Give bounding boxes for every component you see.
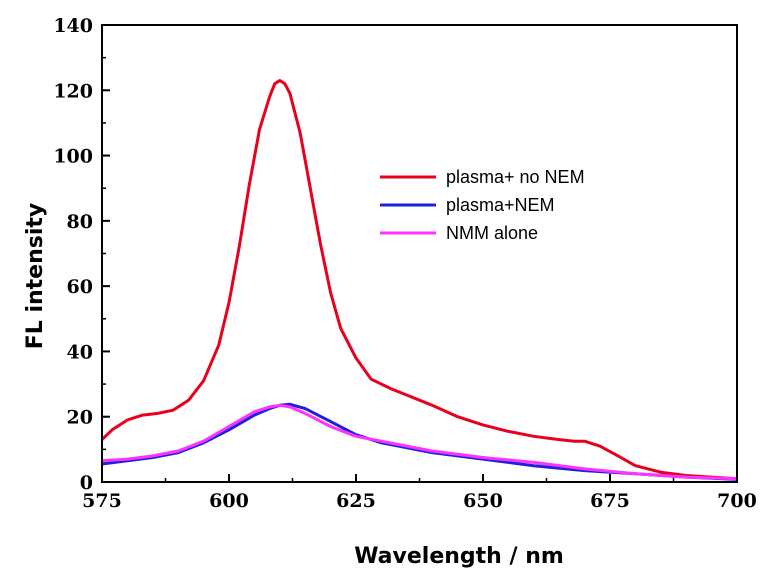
- series-lines: [100, 79, 738, 481]
- series-line-0: [100, 79, 738, 481]
- x-tick-label: 675: [590, 490, 630, 512]
- x-tick-label: 625: [336, 490, 376, 512]
- x-tick-label: 700: [717, 490, 757, 512]
- x-tick-label: 650: [463, 490, 503, 512]
- y-tick-label: 20: [67, 407, 93, 429]
- series-line-2: [101, 403, 738, 481]
- legend-label-1: plasma+NEM: [446, 195, 555, 215]
- axis-tick-labels: 575 600 625 650 675 700 0 20 40 60 80 100 120 140: [53, 15, 757, 512]
- y-tick-label: 100: [53, 146, 93, 168]
- plot-frame: [101, 24, 738, 483]
- x-axis-title: Wavelength / nm: [354, 544, 564, 569]
- legend-label-2: NMM alone: [446, 223, 538, 243]
- x-tick-label: 575: [82, 490, 122, 512]
- x-tick-label: 600: [209, 490, 249, 512]
- y-tick-label: 140: [53, 15, 93, 37]
- legend-label-0: plasma+ no NEM: [446, 167, 585, 187]
- y-tick-label: 120: [53, 80, 93, 102]
- axis-ticks: [101, 24, 738, 483]
- y-tick-label: 60: [67, 276, 93, 298]
- y-tick-label: 80: [67, 211, 93, 233]
- y-axis-title: FL intensity: [23, 203, 48, 350]
- legend: plasma+ no NEM plasma+NEM NMM alone: [380, 167, 585, 243]
- y-tick-label: 40: [67, 341, 93, 363]
- y-tick-label: 0: [80, 472, 93, 494]
